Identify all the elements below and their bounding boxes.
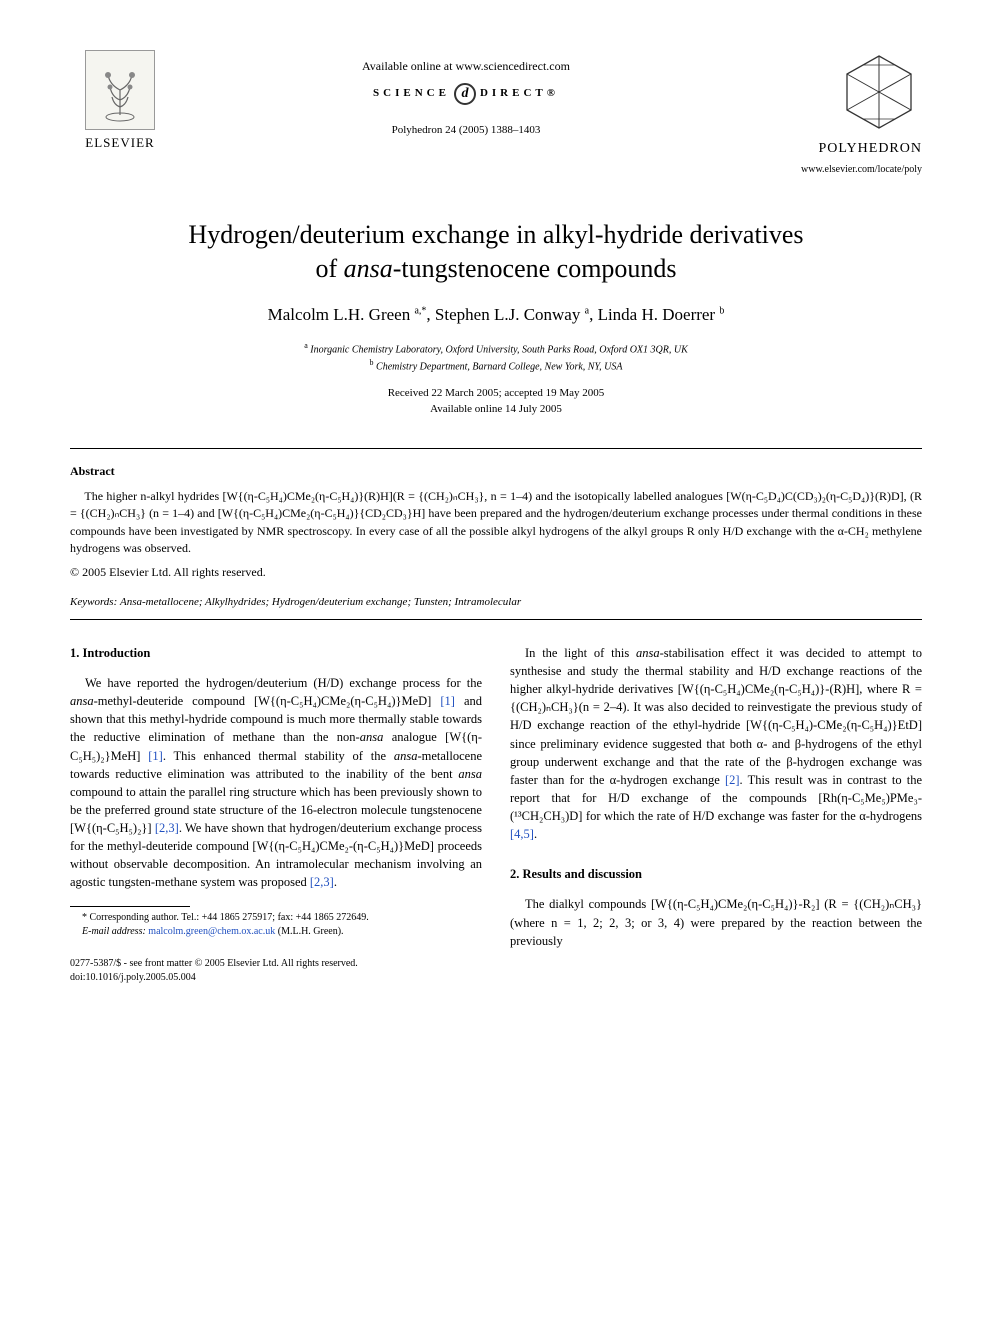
abstract-text: The higher n-alkyl hydrides [W{(η-C₅H₄)C…	[70, 488, 922, 558]
corresponding-email-link[interactable]: malcolm.green@chem.ox.ac.uk	[148, 926, 275, 937]
title-line-1: Hydrogen/deuterium exchange in alkyl-hyd…	[188, 220, 803, 249]
title-line-2-post: -tungstenocene compounds	[393, 254, 677, 283]
intro-paragraph-2: In the light of this ansa-stabilisation …	[510, 644, 922, 843]
affiliations: a Inorganic Chemistry Laboratory, Oxford…	[70, 340, 922, 375]
title-line-2-ital: ansa	[344, 254, 393, 283]
email-footnote: E-mail address: malcolm.green@chem.ox.ac…	[70, 925, 482, 939]
affiliation-b: Chemistry Department, Barnard College, N…	[376, 362, 622, 373]
author-list: Malcolm L.H. Green a,*, Stephen L.J. Con…	[70, 303, 922, 328]
abstract-heading: Abstract	[70, 463, 922, 480]
keywords-label: Keywords:	[70, 596, 117, 608]
available-online-date: Available online 14 July 2005	[430, 403, 562, 415]
article-title: Hydrogen/deuterium exchange in alkyl-hyd…	[90, 218, 902, 286]
body-columns: 1. Introduction We have reported the hyd…	[70, 644, 922, 985]
footnote-rule	[70, 906, 190, 907]
divider-rule-2	[70, 619, 922, 620]
keywords-line: Keywords: Ansa-metallocene; Alkylhydride…	[70, 595, 922, 611]
section-heading-results: 2. Results and discussion	[510, 865, 922, 883]
sciencedirect-logo: SCIENCE d DIRECT®	[170, 83, 762, 105]
journal-name: POLYHEDRON	[762, 139, 922, 159]
affiliation-a: Inorganic Chemistry Laboratory, Oxford U…	[310, 344, 687, 355]
email-paren: (M.L.H. Green).	[278, 926, 344, 937]
elsevier-tree-icon	[85, 50, 155, 130]
journal-block: POLYHEDRON www.elsevier.com/locate/poly	[762, 50, 922, 178]
sciencedirect-right: DIRECT®	[480, 86, 559, 102]
journal-reference: Polyhedron 24 (2005) 1388–1403	[170, 123, 762, 139]
section-heading-intro: 1. Introduction	[70, 644, 482, 662]
bottom-metadata: 0277-5387/$ - see front matter © 2005 El…	[70, 957, 482, 985]
title-line-2-pre: of	[315, 254, 343, 283]
available-online-text: Available online at www.sciencedirect.co…	[170, 58, 762, 75]
polyhedron-icon	[837, 50, 922, 135]
abstract-copyright: © 2005 Elsevier Ltd. All rights reserved…	[70, 564, 922, 581]
center-header: Available online at www.sciencedirect.co…	[170, 50, 762, 139]
column-left: 1. Introduction We have reported the hyd…	[70, 644, 482, 985]
publisher-name: ELSEVIER	[70, 134, 170, 153]
sciencedirect-glyph-icon: d	[454, 83, 476, 105]
column-right: In the light of this ansa-stabilisation …	[510, 644, 922, 985]
keywords-text: Ansa-metallocene; Alkylhydrides; Hydroge…	[120, 596, 521, 608]
divider-rule	[70, 448, 922, 449]
received-accepted: Received 22 March 2005; accepted 19 May …	[388, 387, 605, 399]
doi-line: doi:10.1016/j.poly.2005.05.004	[70, 971, 482, 985]
intro-paragraph-1: We have reported the hydrogen/deuterium …	[70, 674, 482, 892]
issn-line: 0277-5387/$ - see front matter © 2005 El…	[70, 957, 482, 971]
email-label: E-mail address:	[82, 926, 146, 937]
article-dates: Received 22 March 2005; accepted 19 May …	[70, 385, 922, 418]
journal-url[interactable]: www.elsevier.com/locate/poly	[762, 163, 922, 178]
publisher-block: ELSEVIER	[70, 50, 170, 153]
results-paragraph-1: The dialkyl compounds [W{(η-C₅H₄)CMe₂(η-…	[510, 895, 922, 949]
sciencedirect-left: SCIENCE	[373, 86, 450, 102]
corresponding-author-footnote: * Corresponding author. Tel.: +44 1865 2…	[70, 911, 482, 925]
page-header: ELSEVIER Available online at www.science…	[70, 50, 922, 178]
